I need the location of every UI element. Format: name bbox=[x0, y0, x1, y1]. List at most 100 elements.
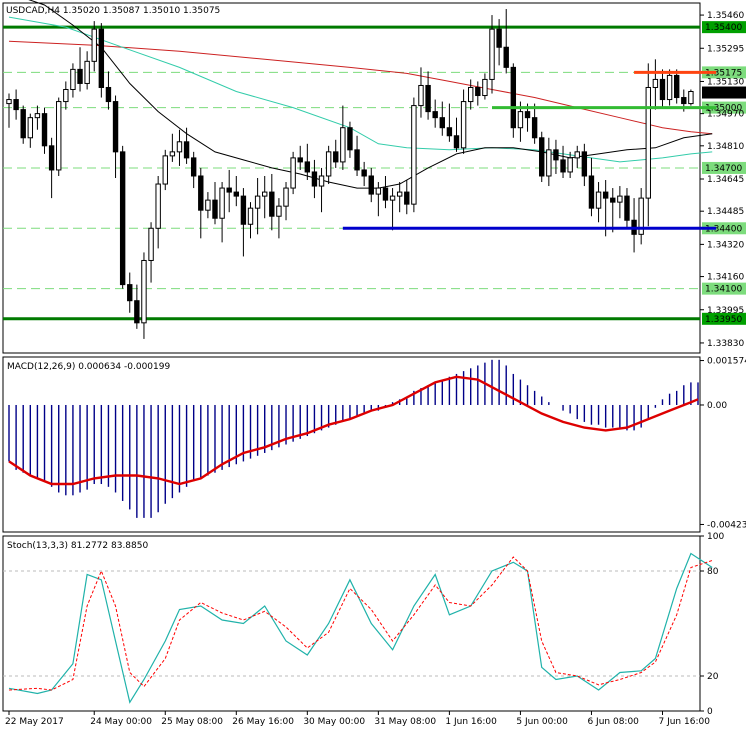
level-price-label: 1.33950 bbox=[705, 315, 742, 325]
candle-body bbox=[162, 155, 168, 185]
candle-body bbox=[681, 97, 687, 105]
candle-body bbox=[560, 159, 566, 173]
ma-mid-line bbox=[8, 16, 713, 163]
level-price-tag bbox=[702, 161, 746, 174]
last-price-tag bbox=[702, 86, 746, 99]
stoch-tick-label: 0 bbox=[707, 707, 713, 717]
time-tick-label: 22 May 2017 bbox=[5, 717, 64, 727]
candle-body bbox=[482, 78, 488, 97]
candle-body bbox=[503, 46, 509, 68]
candle-body bbox=[240, 195, 247, 225]
stoch-tick-label: 80 bbox=[707, 567, 719, 577]
candle-body bbox=[418, 84, 424, 107]
macd-tick-label: 0.00 bbox=[707, 401, 727, 411]
candle-body bbox=[318, 175, 325, 187]
candle-body bbox=[48, 145, 55, 171]
candle-body bbox=[148, 227, 154, 261]
candle-body bbox=[105, 86, 112, 103]
price-tick-label: 1.34970 bbox=[707, 110, 744, 120]
price-tick-label: 1.34645 bbox=[707, 175, 744, 185]
time-tick-label: 30 May 00:00 bbox=[303, 717, 365, 727]
candle-body bbox=[624, 195, 630, 221]
ma-fast-line bbox=[28, 0, 713, 189]
panel-frames bbox=[2, 2, 701, 712]
candle-body bbox=[183, 141, 190, 159]
candle-body bbox=[198, 175, 204, 211]
time-tick-label: 6 Jun 08:00 bbox=[587, 717, 639, 727]
time-tick-label: 7 Jun 16:00 bbox=[658, 717, 710, 727]
stoch-label: Stoch(13,3,3) 81.2772 83.8850 bbox=[7, 541, 148, 551]
price-axis: 1.35460 1.35295 1.35130 1.34970 1.34810 1.346… bbox=[700, 11, 746, 349]
candle-body bbox=[254, 195, 261, 209]
panel-frame-1 bbox=[2, 356, 701, 533]
candle-body bbox=[396, 191, 403, 197]
candle-body bbox=[169, 151, 176, 157]
price-tick-label: 1.34485 bbox=[707, 207, 744, 217]
candle-body bbox=[659, 78, 666, 101]
level-price-label: 1.35175 bbox=[705, 68, 742, 78]
time-tick-label: 5 Jun 00:00 bbox=[516, 717, 568, 727]
horizontal-levels[interactable]: 1.35400 1.33950 1.35175 1.35000 1.34700 1.344… bbox=[3, 21, 746, 325]
macd-signal-line bbox=[8, 375, 699, 486]
candlesticks bbox=[6, 9, 694, 339]
candle-body bbox=[13, 99, 19, 111]
candle-body bbox=[304, 161, 311, 173]
candle-body bbox=[638, 197, 644, 235]
candle-body bbox=[425, 84, 431, 113]
stoch-main-line bbox=[8, 552, 713, 704]
candle-body bbox=[389, 195, 396, 201]
candle-body bbox=[539, 137, 545, 177]
candle-body bbox=[617, 195, 623, 203]
candle-body bbox=[581, 151, 588, 177]
candle-body bbox=[77, 68, 83, 84]
candle-body bbox=[41, 113, 48, 147]
time-tick-label: 25 May 08:00 bbox=[161, 717, 223, 727]
symbol-header: USDCAD,H4 1.35020 1.35087 1.35010 1.3507… bbox=[6, 6, 220, 16]
candle-body bbox=[262, 191, 268, 197]
stoch-tick-label: 20 bbox=[707, 672, 719, 682]
candle-body bbox=[574, 151, 580, 159]
candle-body bbox=[361, 169, 367, 177]
time-axis: 22 May 2017 24 May 00:00 25 May 08:00 26 Ma… bbox=[5, 711, 710, 727]
candle-body bbox=[411, 105, 417, 205]
candle-body bbox=[567, 157, 573, 173]
candle-body bbox=[475, 86, 481, 97]
macd-tick-label: 0.001574 bbox=[707, 357, 746, 367]
level-price-label: 1.34700 bbox=[705, 164, 742, 174]
candle-body bbox=[325, 151, 332, 177]
macd-indicator: 0.001574 0.00 -0.004233 bbox=[8, 357, 746, 530]
candle-body bbox=[496, 28, 502, 48]
level-price-tag bbox=[702, 101, 746, 114]
price-tick-label: 1.33830 bbox=[707, 339, 744, 349]
price-tick-label: 1.33995 bbox=[707, 306, 744, 316]
candle-body bbox=[84, 60, 90, 84]
candle-body bbox=[688, 91, 694, 105]
candle-body bbox=[27, 117, 34, 139]
panel-frame-0 bbox=[2, 2, 701, 354]
candle-body bbox=[290, 157, 296, 189]
candle-body bbox=[375, 187, 382, 195]
candle-body bbox=[34, 113, 41, 119]
candle-body bbox=[467, 86, 474, 103]
candle-body bbox=[517, 111, 524, 129]
level-price-tag bbox=[702, 282, 746, 295]
candle-body bbox=[176, 141, 183, 153]
candle-body bbox=[56, 101, 62, 171]
candle-body bbox=[119, 151, 126, 286]
candle-body bbox=[439, 117, 445, 129]
trend-segments[interactable] bbox=[342, 70, 717, 230]
candle-body bbox=[453, 135, 460, 149]
time-tick-label: 31 May 08:00 bbox=[374, 717, 436, 727]
candle-body bbox=[602, 191, 609, 199]
candle-body bbox=[112, 101, 119, 153]
stoch-tick-label: 100 bbox=[707, 532, 724, 542]
price-tick-label: 1.34320 bbox=[707, 240, 744, 250]
candle-body bbox=[645, 86, 651, 199]
candle-body bbox=[134, 300, 140, 324]
candle-body bbox=[673, 74, 680, 99]
last-price-label: 1.35075 bbox=[705, 89, 742, 99]
candle-body bbox=[610, 197, 616, 203]
candle-body bbox=[226, 187, 232, 193]
candle-body bbox=[219, 187, 225, 219]
